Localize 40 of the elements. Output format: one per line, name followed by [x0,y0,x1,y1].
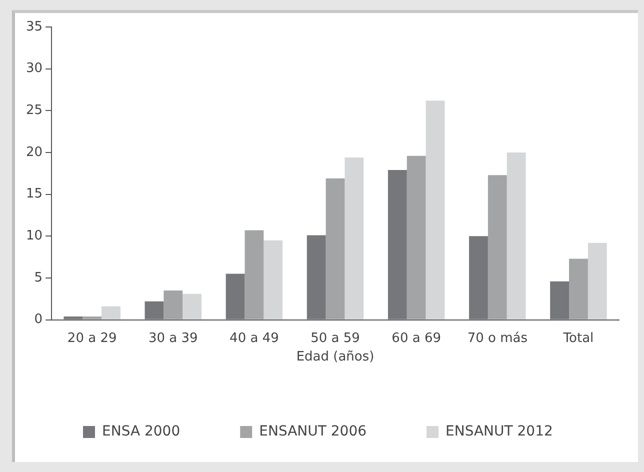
x-tick-label: 20 a 29 [67,330,117,346]
legend-label: ENSANUT 2006 [259,424,367,440]
x-tick-label: 40 a 49 [230,330,279,346]
bar [226,274,245,320]
bar [82,316,102,320]
bar [588,242,607,320]
bar [144,301,164,320]
bar [102,306,120,320]
y-tick-label: 0 [34,312,43,328]
y-tick-label: 25 [26,103,43,118]
x-tick-label: 30 a 39 [148,330,198,346]
x-tick-label: 50 a 59 [310,330,360,346]
bar [244,230,264,320]
bar [488,175,507,320]
y-tick-label: 30 [26,61,43,76]
bar [569,258,588,320]
x-tick-label: Total [562,330,594,346]
x-tick-label: 70 o más [467,330,528,346]
x-axis-title: Edad (años) [296,350,374,365]
bar [469,236,488,320]
bar [550,281,570,320]
y-tick-label: 15 [26,186,43,202]
legend-label: ENSANUT 2012 [446,424,553,440]
bar [306,235,326,320]
y-tick-label: 10 [26,228,43,244]
bar [164,290,183,320]
bar [426,100,445,320]
bar [182,294,202,320]
bar [406,156,426,320]
bar [388,170,407,320]
y-tick-label: 5 [34,270,43,286]
legend-label: ENSA 2000 [102,424,180,440]
bar [326,178,345,320]
bar [344,158,364,320]
bar [264,240,283,320]
y-tick-label: 35 [26,19,43,34]
x-tick-label: 60 a 69 [392,330,441,346]
bar [506,152,526,320]
bar [64,316,83,320]
y-tick-label: 20 [26,144,43,160]
